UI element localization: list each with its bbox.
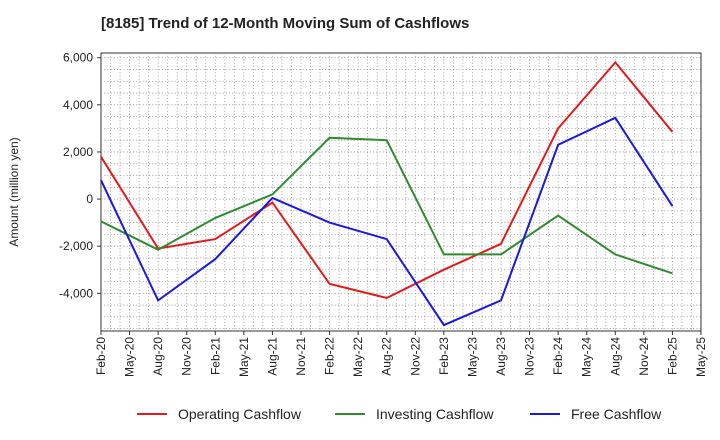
y-tick-label: -2,000 — [59, 239, 93, 253]
legend-label: Operating Cashflow — [178, 406, 302, 422]
x-tick-label: Nov-20 — [180, 337, 194, 376]
x-tick-label: May-21 — [237, 337, 251, 377]
y-tick-label: 6,000 — [63, 51, 93, 65]
y-tick-label: 4,000 — [63, 98, 93, 112]
y-tick-label: 0 — [86, 192, 93, 206]
x-tick-label: Nov-23 — [523, 337, 537, 376]
x-tick-label: Nov-24 — [637, 337, 651, 376]
x-tick-label: Aug-21 — [265, 337, 279, 376]
x-tick-label: May-20 — [123, 337, 137, 377]
x-tick-label: May-24 — [580, 337, 594, 377]
legend-label: Free Cashflow — [571, 406, 662, 422]
series-line-1 — [100, 60, 674, 300]
y-axis-label: Amount (million yen) — [7, 137, 21, 246]
x-tick-label: May-23 — [465, 337, 479, 377]
y-tick-label: 2,000 — [63, 145, 93, 159]
x-tick-label: Feb-21 — [208, 337, 222, 375]
x-tick-label: Aug-22 — [380, 337, 394, 376]
x-tick-label: Feb-23 — [437, 337, 451, 375]
legend-label: Investing Cashflow — [376, 406, 494, 422]
x-tick-label: May-22 — [351, 337, 365, 377]
x-tick-label: Aug-23 — [494, 337, 508, 376]
x-tick-label: Nov-22 — [408, 337, 422, 376]
series-line-2 — [100, 136, 673, 275]
chart-title: [8185] Trend of 12-Month Moving Sum of C… — [101, 15, 470, 32]
x-tick-label: Nov-21 — [294, 337, 308, 376]
x-tick-label: May-25 — [694, 337, 708, 377]
y-tick-label: -4,000 — [59, 286, 93, 300]
plot-area — [100, 52, 702, 332]
x-tick-label: Feb-24 — [551, 337, 565, 375]
x-tick-label: Feb-20 — [94, 337, 108, 375]
x-tick-label: Feb-25 — [665, 337, 679, 375]
x-tick-label: Aug-20 — [151, 337, 165, 376]
x-tick-label: Aug-24 — [608, 337, 622, 376]
series-line-3 — [100, 116, 674, 327]
x-tick-label: Feb-22 — [323, 337, 337, 375]
